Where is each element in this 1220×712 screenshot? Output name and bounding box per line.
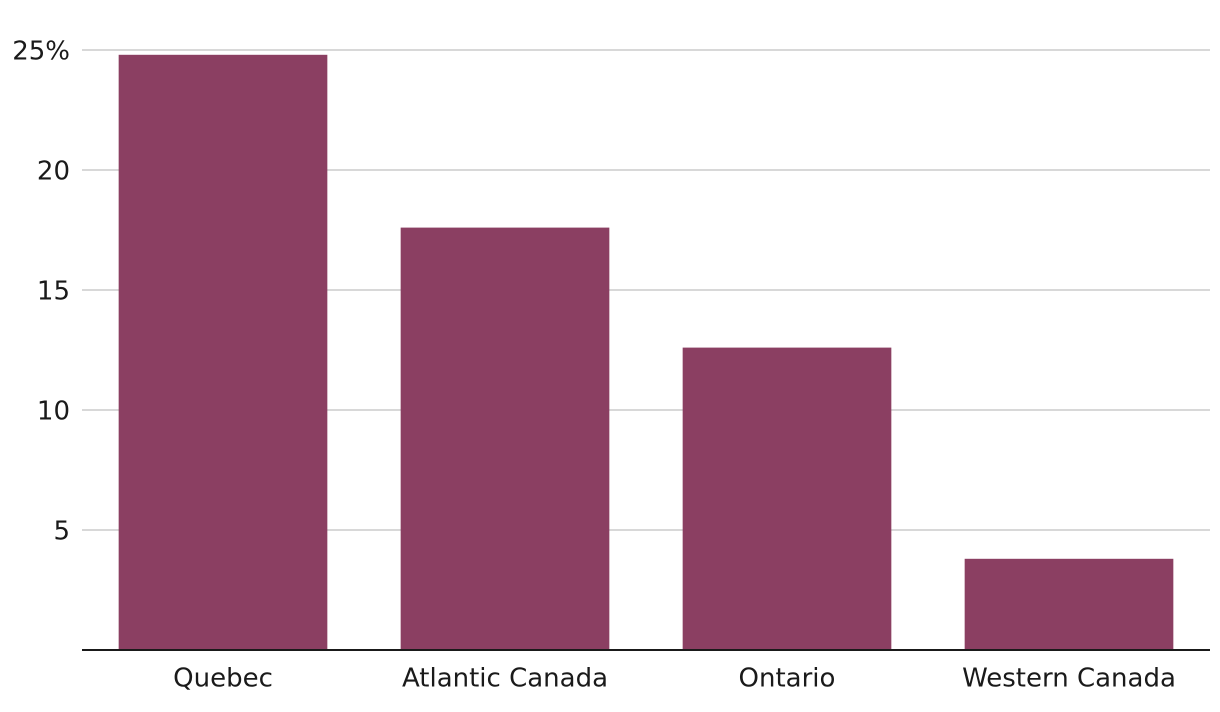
x-tick-label: Atlantic Canada bbox=[402, 664, 608, 694]
bar bbox=[682, 347, 892, 650]
y-tick-label: 15 bbox=[37, 277, 70, 307]
x-tick-label: Quebec bbox=[173, 664, 273, 694]
bar bbox=[400, 227, 610, 650]
y-tick-label: 10 bbox=[37, 397, 70, 427]
bar bbox=[118, 54, 328, 651]
x-tick-label: Ontario bbox=[739, 664, 836, 694]
y-tick-label: 20 bbox=[37, 157, 70, 187]
y-tick-label: 5 bbox=[53, 517, 70, 547]
bar bbox=[964, 558, 1174, 650]
x-tick-label: Western Canada bbox=[962, 664, 1176, 694]
y-tick-label: 25% bbox=[12, 37, 70, 67]
